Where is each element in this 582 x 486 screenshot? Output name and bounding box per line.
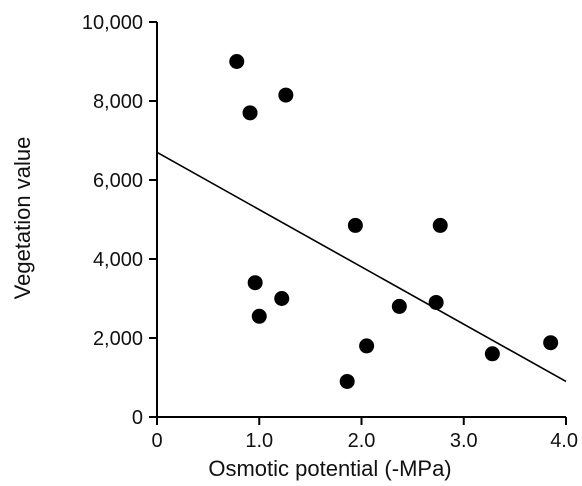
trend-line [156,151,567,383]
y-tick-label: 10,000 [82,12,143,34]
y-tick-label: 6,000 [93,170,143,192]
data-point [339,373,355,389]
data-point [229,54,245,69]
data-points [229,54,559,389]
x-tick-label: 4.0 [550,430,578,452]
x-tick-label: 2.0 [348,430,376,452]
data-point [251,308,267,324]
data-point [242,105,258,121]
data-point [428,294,444,310]
data-point [359,338,375,354]
y-tick-label: 4,000 [93,249,143,271]
data-point [274,291,290,306]
y-axis-ticks: 0 2,000 4,000 6,000 8,000 10,000 [82,12,157,429]
x-axis-label: Osmotic potential (-MPa) [208,456,451,481]
data-point [347,217,363,233]
y-axis-label: Vegetation value [10,137,35,300]
y-tick-label: 0 [132,407,143,429]
x-tick-label: 0 [151,430,162,452]
x-axis-ticks: 0 1.0 2.0 3.0 4.0 [151,417,578,452]
data-point [391,298,407,314]
y-tick-label: 8,000 [93,91,143,113]
data-point [432,217,448,233]
data-point [484,346,500,362]
y-tick-label: 2,000 [93,328,143,350]
data-point [278,87,294,103]
x-tick-label: 3.0 [450,430,478,452]
data-point [247,275,263,291]
x-tick-label: 1.0 [245,430,273,452]
data-point [543,335,559,351]
